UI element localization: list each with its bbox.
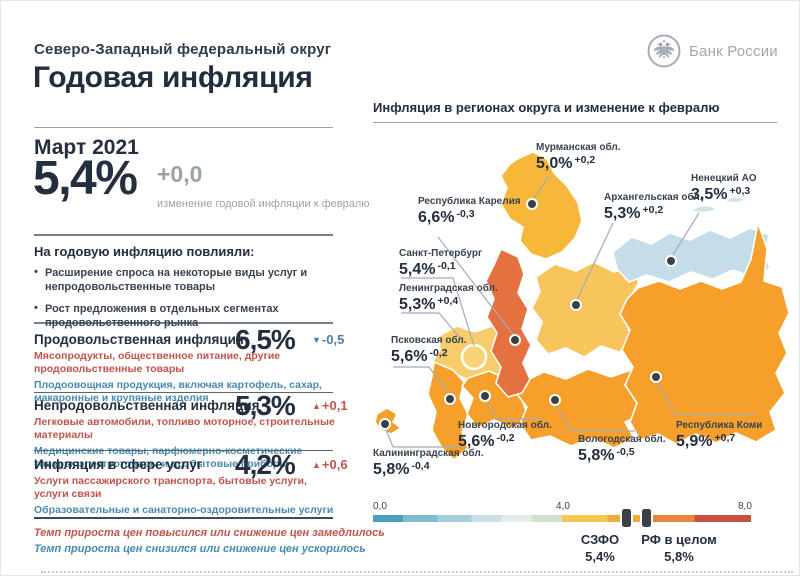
bank-name: Банк России xyxy=(689,42,778,60)
callout-lines xyxy=(384,175,755,448)
region-label-murmansk: Мурманская обл. 5,0% +0,2 xyxy=(536,142,621,172)
scale-tick-min: 0,0 xyxy=(373,501,387,512)
category-title: Инфляция в сфере услуг xyxy=(34,457,203,472)
influence-box: На годовую инфляцию повлияли: • Расширен… xyxy=(34,234,333,329)
region-dot-arkhangelsk xyxy=(570,299,582,311)
category-change: ▲+0,1 xyxy=(312,398,348,413)
category-change-value: -0,5 xyxy=(321,332,345,347)
influence-item: • Расширение спроса на некоторые виды ус… xyxy=(34,266,333,295)
map-region-karelia xyxy=(485,248,532,398)
category-note-accelerating: Легковые автомобили, топливо моторное, с… xyxy=(34,416,335,442)
map-islands xyxy=(690,204,718,214)
region-label-karelia: Республика Карелия 6,6% -0,3 xyxy=(418,196,521,226)
period-label: Март 2021 xyxy=(34,136,139,159)
category-change: ▼-0,5 xyxy=(312,332,344,347)
map-region-vologda xyxy=(515,368,657,449)
map-region-komi xyxy=(619,222,790,445)
region-dot-vologda xyxy=(549,394,561,406)
category-nonfood-inflation: Непродовольственная инфляция 5,3% ▲+0,1 … xyxy=(34,390,348,472)
region-label-komi: Республика Коми 5,9% +0,7 xyxy=(676,420,763,450)
region-label-arkhangelsk: Архангельская обл. 5,3% +0,2 xyxy=(604,192,703,222)
category-note-decelerating: Плодоовощная продукция, включая картофел… xyxy=(34,379,322,405)
influence-item-text: Рост предложения в отдельных сегментах п… xyxy=(45,302,279,329)
divider xyxy=(34,392,333,393)
region-label-nenets: Ненецкий АО 3,5% +0,3 xyxy=(691,173,757,203)
influence-item: • Рост предложения в отдельных сегментах… xyxy=(34,302,333,331)
category-change-value: +0,6 xyxy=(321,457,348,472)
category-note-accelerating: Мясопродукты, общественное питание, друг… xyxy=(34,350,281,376)
scale-marker-rf: РФ в целом 5,8% xyxy=(641,532,717,564)
headline-inflation-value: 5,4% xyxy=(33,152,138,205)
map-islands xyxy=(724,195,746,204)
headline-inflation-change: +0,0 xyxy=(157,161,203,187)
bottom-dotted-divider xyxy=(41,571,793,573)
scale-pin-szfo xyxy=(622,509,631,527)
scale-pin-rf xyxy=(642,509,651,527)
bullet-icon: • xyxy=(34,266,38,278)
influence-heading: На годовую инфляцию повлияли: xyxy=(34,244,255,259)
footnote-accelerated: Темп прироста цен повысился или снижение… xyxy=(34,527,385,539)
region-dot-pskov xyxy=(444,393,456,405)
category-note-decelerating: Образовательные и санаторно-оздоровитель… xyxy=(34,504,334,517)
region-dot-nenets xyxy=(665,255,677,267)
page-title: Годовая инфляция xyxy=(33,61,313,94)
region-label-novgorod: Новгородская обл. 5,6% -0,2 xyxy=(458,420,552,450)
arrow-down-icon: ▼ xyxy=(312,335,321,345)
region-dot-karelia xyxy=(509,334,521,346)
region-dot-novgorod xyxy=(479,390,491,402)
divider-strong xyxy=(34,517,333,519)
region-label-leningrad: Ленинградская обл. 5,3% +0,4 xyxy=(399,283,498,313)
arrow-up-icon: ▲ xyxy=(312,460,321,470)
footnote-decelerated: Темп прироста цен снизился или снижение … xyxy=(34,543,366,555)
inflation-color-scale xyxy=(373,515,751,522)
region-dot-kaliningrad xyxy=(379,418,391,430)
divider xyxy=(34,127,333,128)
map-region-murmansk xyxy=(500,151,583,260)
region-label-kaliningrad: Калининградская обл. 5,8% -0,4 xyxy=(373,448,484,478)
scale-tick-mid: 4,0 xyxy=(556,501,570,512)
category-services-inflation: Инфляция в сфере услуг 4,2% ▲+0,6 Услуги… xyxy=(34,449,348,517)
category-change-value: +0,1 xyxy=(321,398,348,413)
scale-marker-szfo: СЗФО 5,4% xyxy=(580,532,620,564)
headline-change-note: изменение годовой инфляции к февралю xyxy=(157,198,370,210)
map-title: Инфляция в регионах округа и изменение к… xyxy=(373,100,720,115)
region-label-pskov: Псковская обл. 5,6% -0,2 xyxy=(391,335,467,365)
category-note-decelerating: Медицинские товары, парфюмерно-косметиче… xyxy=(34,445,303,471)
category-note-accelerating: Услуги пассажирского транспорта, бытовые… xyxy=(34,475,307,501)
category-value: 6,5% xyxy=(235,324,296,355)
scale-tick-max: 8,0 xyxy=(738,501,752,512)
influence-item-text: Расширение спроса на некоторые виды услу… xyxy=(45,267,308,294)
region-dot-murmansk xyxy=(526,198,538,210)
arrow-up-icon: ▲ xyxy=(312,401,321,411)
region-label-saint-petersburg: Санкт-Петербург 5,4% -0,1 xyxy=(399,248,483,278)
bullet-icon: • xyxy=(34,301,38,314)
category-title: Продовольственная инфляция xyxy=(34,332,244,347)
map-region-nenets xyxy=(612,227,771,283)
category-title: Непродовольственная инфляция xyxy=(34,398,260,413)
category-value: 5,3% xyxy=(235,390,296,421)
bank-of-russia-logo: Банк России xyxy=(647,34,778,68)
divider xyxy=(373,122,777,123)
category-change: ▲+0,6 xyxy=(312,457,348,472)
divider xyxy=(34,450,333,451)
region-dot-komi xyxy=(650,371,662,383)
double-headed-eagle-icon xyxy=(647,34,681,68)
category-food-inflation: Продовольственная инфляция 6,5% ▼-0,5 Мя… xyxy=(34,324,344,406)
category-value: 4,2% xyxy=(235,449,296,480)
district-label: Северо-Западный федеральный округ xyxy=(34,41,332,58)
region-dots xyxy=(379,198,677,430)
region-map xyxy=(374,151,790,461)
region-label-vologda: Вологодская обл. 5,8% -0,5 xyxy=(578,434,666,464)
